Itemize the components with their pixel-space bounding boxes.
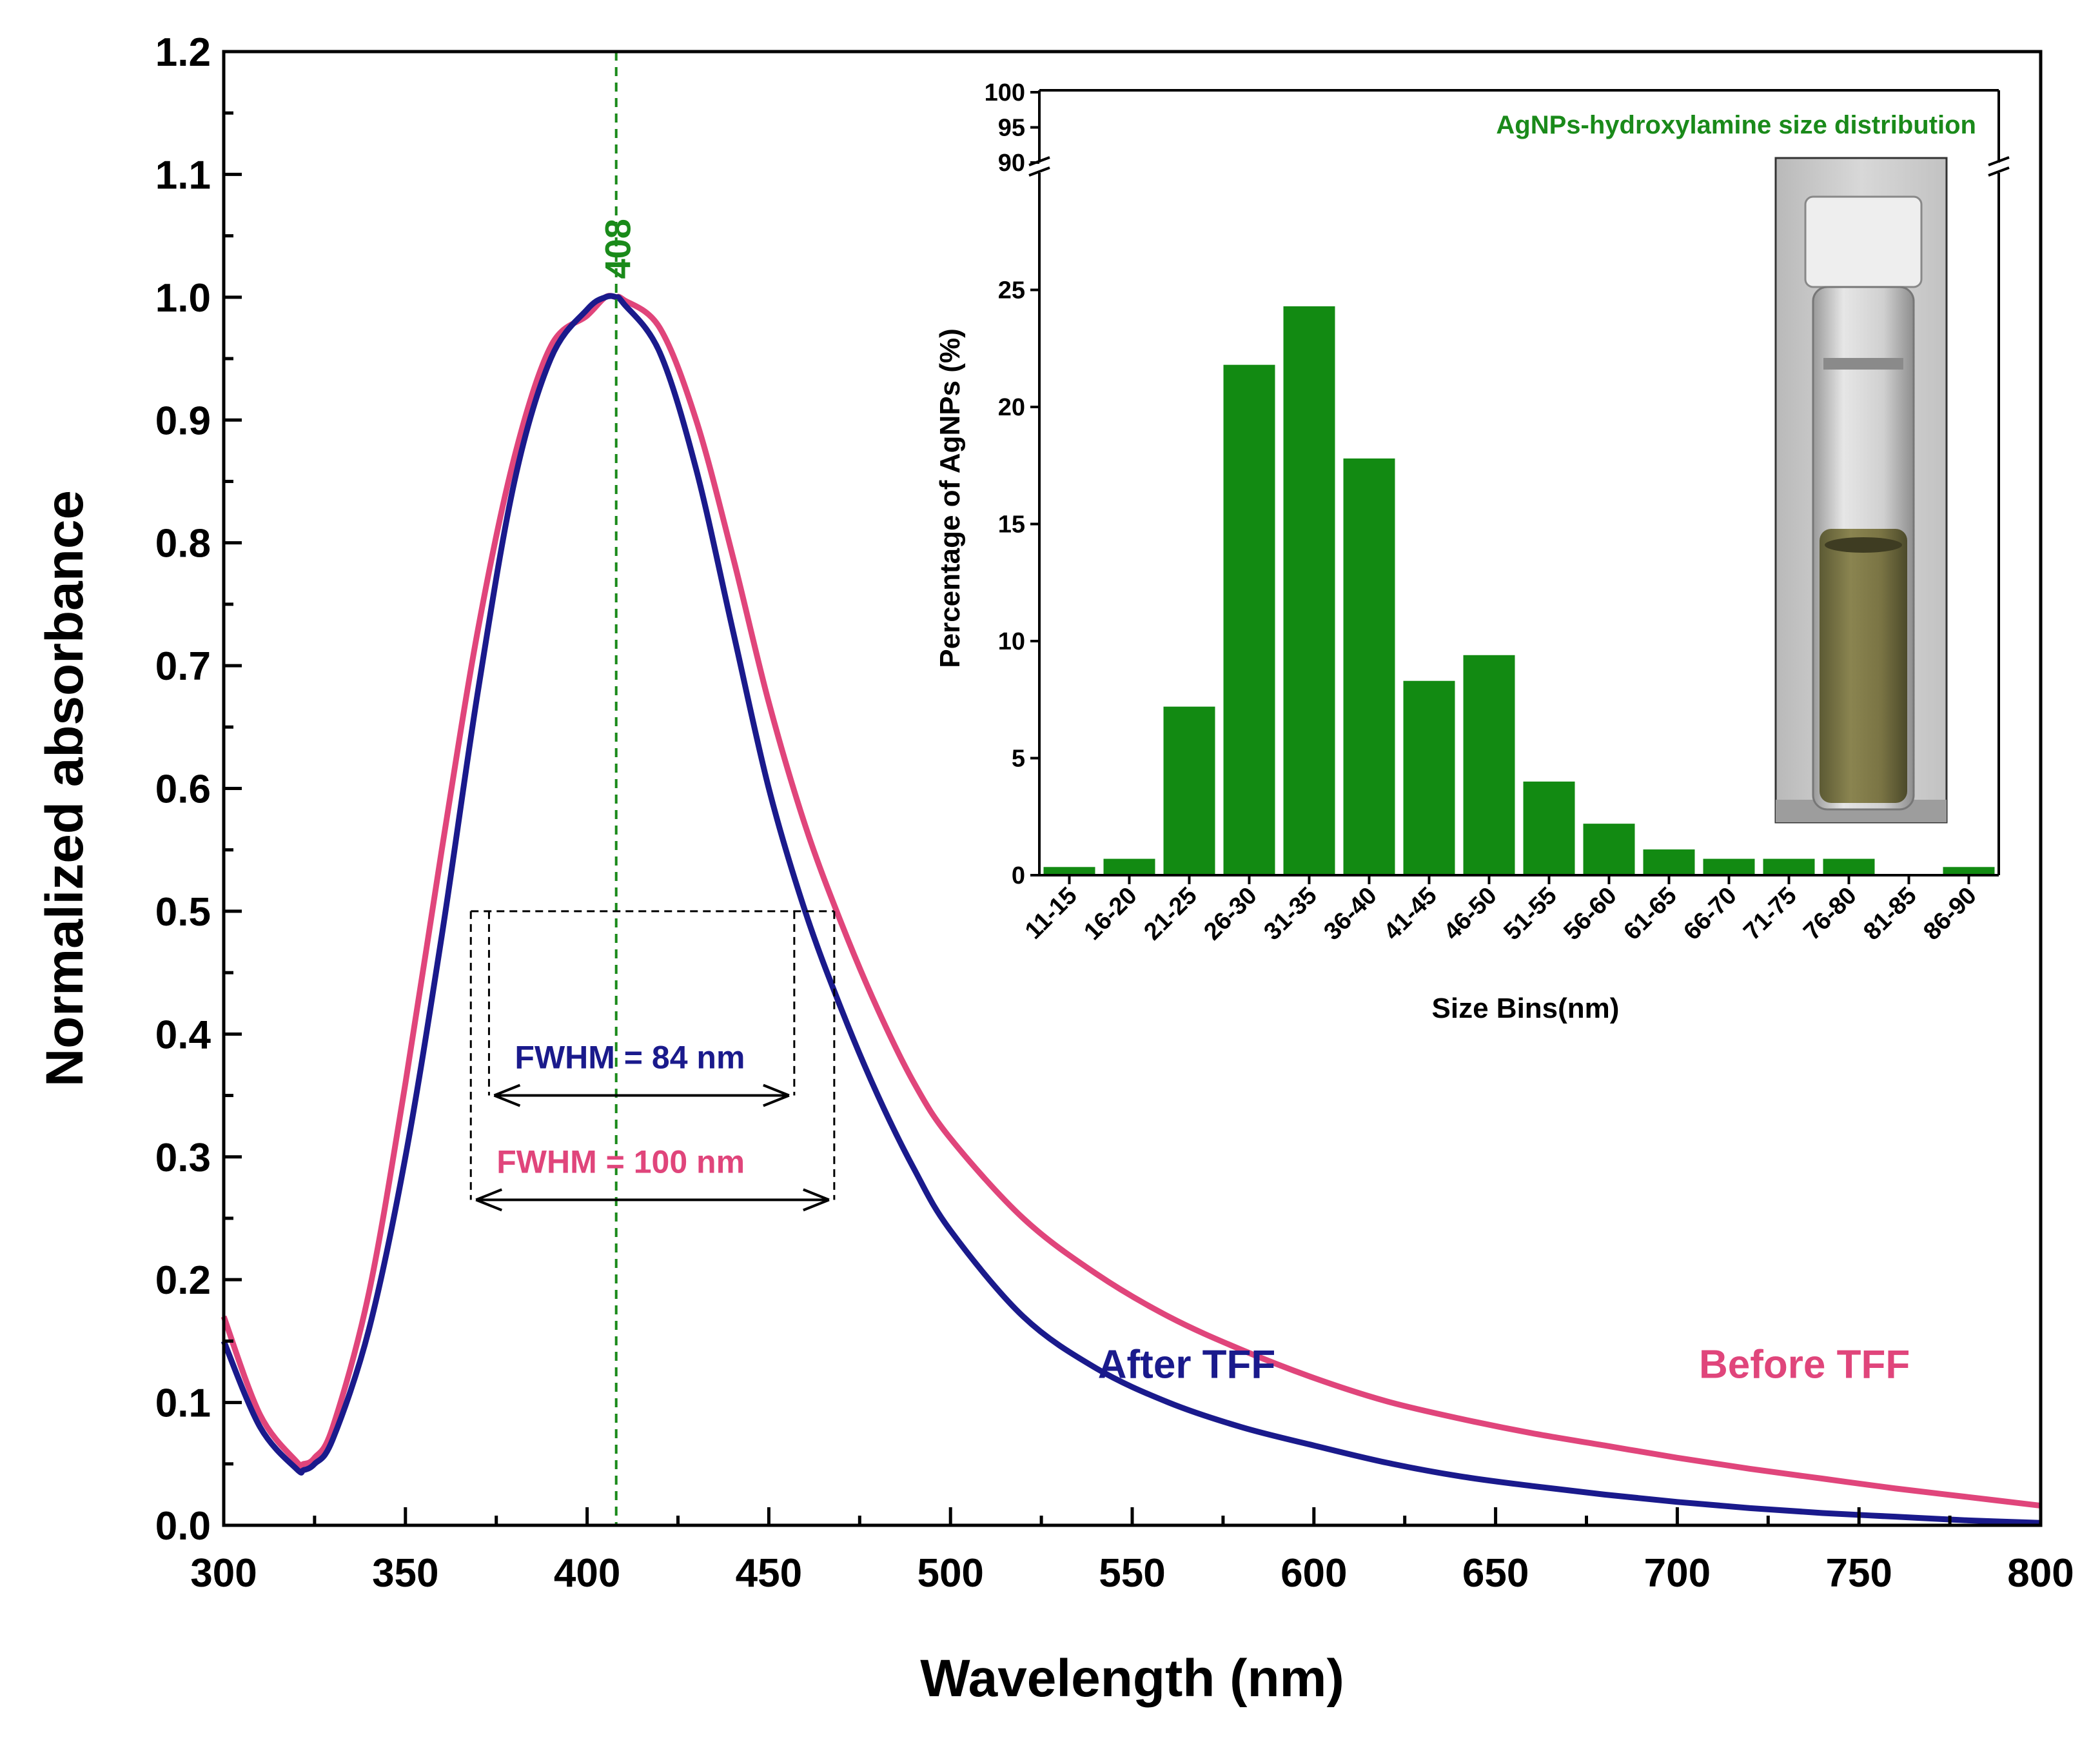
vial-liquid [1820, 529, 1907, 803]
inset-bar-86-90 [1943, 867, 1995, 875]
main-y-tick-label: 1.2 [155, 30, 211, 75]
main-guides-group [469, 52, 836, 1525]
main-x-tick-label: 400 [554, 1551, 620, 1596]
fwhm-after-label: FWHM = 84 nm [515, 1040, 745, 1076]
inset-bar-51-55 [1523, 781, 1575, 875]
inset-bar-11-15 [1043, 867, 1095, 875]
main-y-tick-label: 0.7 [155, 644, 211, 689]
fwhm-arrow-head-left [493, 1084, 521, 1107]
main-x-tick-label: 800 [2007, 1551, 2074, 1596]
series-label-after-tff: After TFF [1098, 1343, 1276, 1387]
peak-wavelength-label: 408 [598, 219, 638, 279]
inset-y-tick-label: 25 [998, 277, 1025, 304]
inset-y-tick-label: 10 [998, 628, 1025, 655]
main-x-tick-label: 600 [1281, 1551, 1347, 1596]
main-y-tick-label: 0.6 [155, 767, 211, 812]
main-x-tick-label: 450 [736, 1551, 802, 1596]
main-y-tick-label: 0.5 [155, 890, 211, 935]
main-series-group [221, 293, 2041, 1526]
main-y-tick-label: 1.1 [155, 153, 211, 197]
main-x-tick-label: 750 [1825, 1551, 1892, 1596]
inset-x-axis-title: Size Bins(nm) [1432, 993, 1620, 1024]
fwhm-before-label: FWHM = 100 nm [496, 1143, 745, 1180]
inset-bar-76-80 [1823, 858, 1875, 875]
inset-axes-group [1028, 89, 2010, 884]
inset-y-tick-label: 100 [985, 79, 1025, 106]
main-ticks-group [222, 50, 2043, 1527]
inset-y-tick-label: 90 [998, 150, 1025, 177]
inset-bar-71-75 [1763, 858, 1815, 875]
vial-photo [1774, 157, 1948, 824]
main-x-tick-label: 700 [1644, 1551, 1711, 1596]
vial-cap [1804, 195, 1923, 288]
main-y-tick-label: 0.4 [155, 1013, 211, 1057]
vial-liquid-surface [1825, 537, 1902, 553]
fwhm-arrow-head-right [763, 1084, 790, 1107]
main-x-tick-label: 300 [190, 1551, 257, 1596]
main-y-axis-title: Normalized absorbance [35, 490, 94, 1087]
inset-bar-46-50 [1463, 655, 1515, 875]
main-x-axis-title: Wavelength (nm) [920, 1649, 1344, 1708]
main-y-tick-label: 0.9 [155, 399, 211, 443]
series-line-after-tff [221, 293, 2041, 1526]
inset-bar-56-60 [1583, 824, 1635, 875]
main-y-tick-label: 0.3 [155, 1136, 211, 1180]
fwhm-arrow-head-left [475, 1188, 502, 1212]
inset-y-tick-label: 20 [998, 394, 1025, 421]
inset-bar-16-20 [1103, 858, 1155, 875]
main-x-tick-label: 550 [1099, 1551, 1165, 1596]
main-x-tick-label: 650 [1462, 1551, 1529, 1596]
inset-bar-61-65 [1643, 849, 1695, 875]
inset-bar-36-40 [1343, 458, 1395, 875]
main-labels-group: 300 350 400 450 500 550 600 650 700 750 800 0.0 0.1 0… [155, 30, 2074, 1596]
series-label-before-tff: Before TFF [1699, 1343, 1910, 1387]
inset-title: AgNPs-hydroxylamine size distribution [1496, 111, 1976, 139]
main-y-tick-label: 0.2 [155, 1258, 211, 1303]
main-chart: 300 350 400 450 500 550 600 650 700 750 800 0.0 0.1 0… [35, 30, 2074, 1708]
inset-y-tick-label: 0 [1012, 862, 1025, 889]
inset-bar-31-35 [1283, 306, 1335, 875]
inset-bars-group [1043, 306, 1995, 875]
inset-y-tick-label: 5 [1012, 746, 1025, 773]
inset-bar-41-45 [1403, 680, 1455, 875]
series-line-before-tff [221, 293, 2041, 1509]
vial-meniscus [1823, 358, 1903, 370]
main-y-tick-label: 0.1 [155, 1381, 211, 1426]
main-y-tick-label: 0.0 [155, 1504, 211, 1549]
fwhm-arrow-head-right [803, 1188, 830, 1212]
inset-bar-21-25 [1163, 706, 1215, 875]
inset-y-tick-label: 15 [998, 511, 1025, 539]
inset-bar-26-30 [1223, 364, 1275, 875]
inset-y-tick-label: 95 [998, 115, 1025, 142]
main-y-tick-label: 0.8 [155, 522, 211, 566]
main-x-tick-label: 350 [372, 1551, 438, 1596]
inset-y-axis-title: Percentage of AgNPs (%) [934, 328, 966, 668]
main-x-tick-label: 500 [917, 1551, 983, 1596]
main-y-tick-label: 1.0 [155, 276, 211, 321]
inset-axis-break-mark [1988, 156, 2010, 177]
inset-bar-66-70 [1703, 858, 1755, 875]
